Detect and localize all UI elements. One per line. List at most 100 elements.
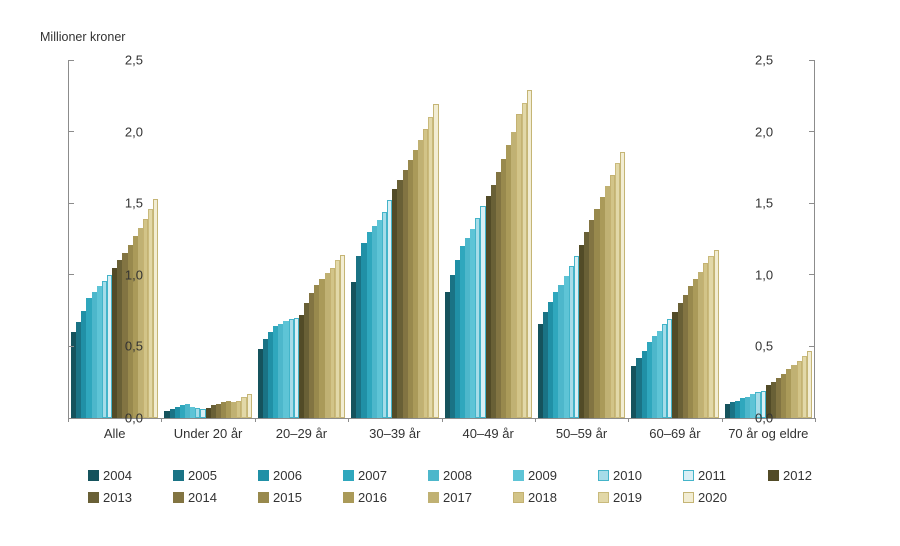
bar-2004 [444, 291, 450, 418]
y-axis-left-line [68, 60, 69, 418]
legend-label: 2014 [188, 489, 217, 505]
category-label: 40–49 år [462, 426, 514, 441]
y-tick-left [69, 131, 74, 133]
y-tick-label-right: 1,0 [755, 267, 774, 283]
bar-2004 [351, 281, 357, 418]
category-label: 70 år og eldre [728, 426, 809, 441]
bar-2017 [324, 273, 330, 418]
bar-2004 [631, 366, 637, 418]
bar-2005 [76, 322, 82, 418]
bar-group-20-29-r [255, 60, 348, 418]
legend-label: 2018 [528, 489, 557, 505]
legend-swatch-icon [88, 469, 99, 481]
legend-item-2013: 2013 [88, 486, 173, 508]
y-tick-right [809, 417, 814, 419]
bar-2011 [480, 206, 486, 418]
legend-item-2015: 2015 [258, 486, 343, 508]
legend-label: 2005 [188, 467, 217, 483]
bar-2019 [334, 260, 340, 418]
bar-group-under-20-r [161, 60, 254, 418]
bar-2004 [537, 323, 544, 418]
legend-swatch-icon [173, 491, 184, 503]
bar-2012 [485, 196, 491, 418]
bar-2015 [127, 244, 133, 418]
x-boundary-tick [721, 418, 723, 422]
bar-2015 [687, 286, 693, 418]
bar-2009 [470, 228, 476, 418]
bar-group-60-69-r [628, 60, 721, 418]
legend-swatch-icon [683, 491, 694, 503]
legend-label: 2019 [613, 489, 642, 505]
legend-label: 2006 [273, 467, 302, 483]
bar-2005 [449, 274, 455, 418]
bar-2020 [433, 104, 439, 418]
bar-2011 [106, 274, 113, 418]
bar-2015 [314, 284, 320, 418]
x-boundary-tick [254, 418, 256, 422]
bar-2010 [662, 323, 668, 418]
bar-2013 [770, 382, 777, 418]
bar-group-70-r-og-eldre [722, 60, 815, 418]
bar-group-40-49-r [442, 60, 535, 418]
bar-2013 [584, 231, 590, 418]
legend-swatch-icon [598, 469, 609, 481]
legend-item-2017: 2017 [428, 486, 513, 508]
y-tick-label-right: 1,5 [755, 195, 774, 211]
bar-2016 [692, 279, 699, 418]
y-tick-label-right: 2,5 [755, 52, 774, 68]
bar-2007 [366, 231, 372, 418]
bar-2006 [174, 406, 180, 418]
legend-item-2007: 2007 [343, 464, 428, 486]
bar-2018 [796, 360, 802, 418]
bar-2016 [599, 197, 605, 418]
bar-2011 [200, 409, 206, 418]
bar-2004 [257, 349, 263, 418]
bar-2019 [241, 396, 247, 418]
legend: 2004 2005 2006 2007 2008 2009 2010 2011 2012 2013… [88, 464, 858, 508]
bar-2020 [246, 393, 252, 418]
category-label: Under 20 år [173, 426, 243, 441]
bar-2009 [376, 220, 382, 418]
bar-2012 [298, 314, 305, 418]
y-tick-label-right: 2,0 [755, 124, 774, 140]
x-boundary-tick [441, 418, 443, 422]
bar-2006 [268, 332, 274, 418]
bar-2008 [651, 336, 657, 418]
legend-label: 2013 [103, 489, 132, 505]
bar-2014 [122, 253, 128, 418]
legend-item-2019: 2019 [598, 486, 683, 508]
x-boundary-tick [815, 418, 816, 422]
bar-2016 [319, 279, 325, 418]
y-tick-right [809, 131, 814, 133]
bar-2014 [682, 294, 688, 418]
bar-2016 [786, 369, 792, 418]
legend-swatch-icon [683, 469, 694, 481]
legend-swatch-icon [88, 491, 99, 503]
y-axis-right-line [814, 60, 815, 418]
bar-2005 [356, 256, 362, 418]
bar-2011 [387, 200, 393, 418]
legend-item-2008: 2008 [428, 464, 513, 486]
category-label: Alle [103, 426, 126, 441]
legend-label: 2016 [358, 489, 387, 505]
bar-2019 [708, 256, 714, 418]
bar-2018 [329, 267, 335, 418]
category-axis-labels: Alle Under 20 år 20–29 år 30–39 år 40–49 år 5… [68, 426, 815, 441]
bar-group-alle [68, 60, 161, 418]
bar-2004 [164, 410, 170, 418]
legend-swatch-icon [258, 491, 269, 503]
legend-swatch-icon [768, 469, 779, 481]
bar-2014 [309, 293, 315, 418]
bar-2017 [137, 227, 143, 418]
bar-2019 [521, 102, 527, 418]
bar-2010 [475, 217, 481, 418]
bar-group-30-39-r [348, 60, 441, 418]
legend-item-2010: 2010 [598, 464, 683, 486]
y-axis-title: Millioner kroner [40, 30, 126, 44]
bar-2006 [81, 310, 87, 418]
bar-2020 [620, 151, 626, 418]
bar-2009 [190, 406, 196, 418]
bar-2019 [148, 208, 154, 418]
bar-2020 [526, 90, 532, 418]
bar-2017 [231, 402, 237, 418]
